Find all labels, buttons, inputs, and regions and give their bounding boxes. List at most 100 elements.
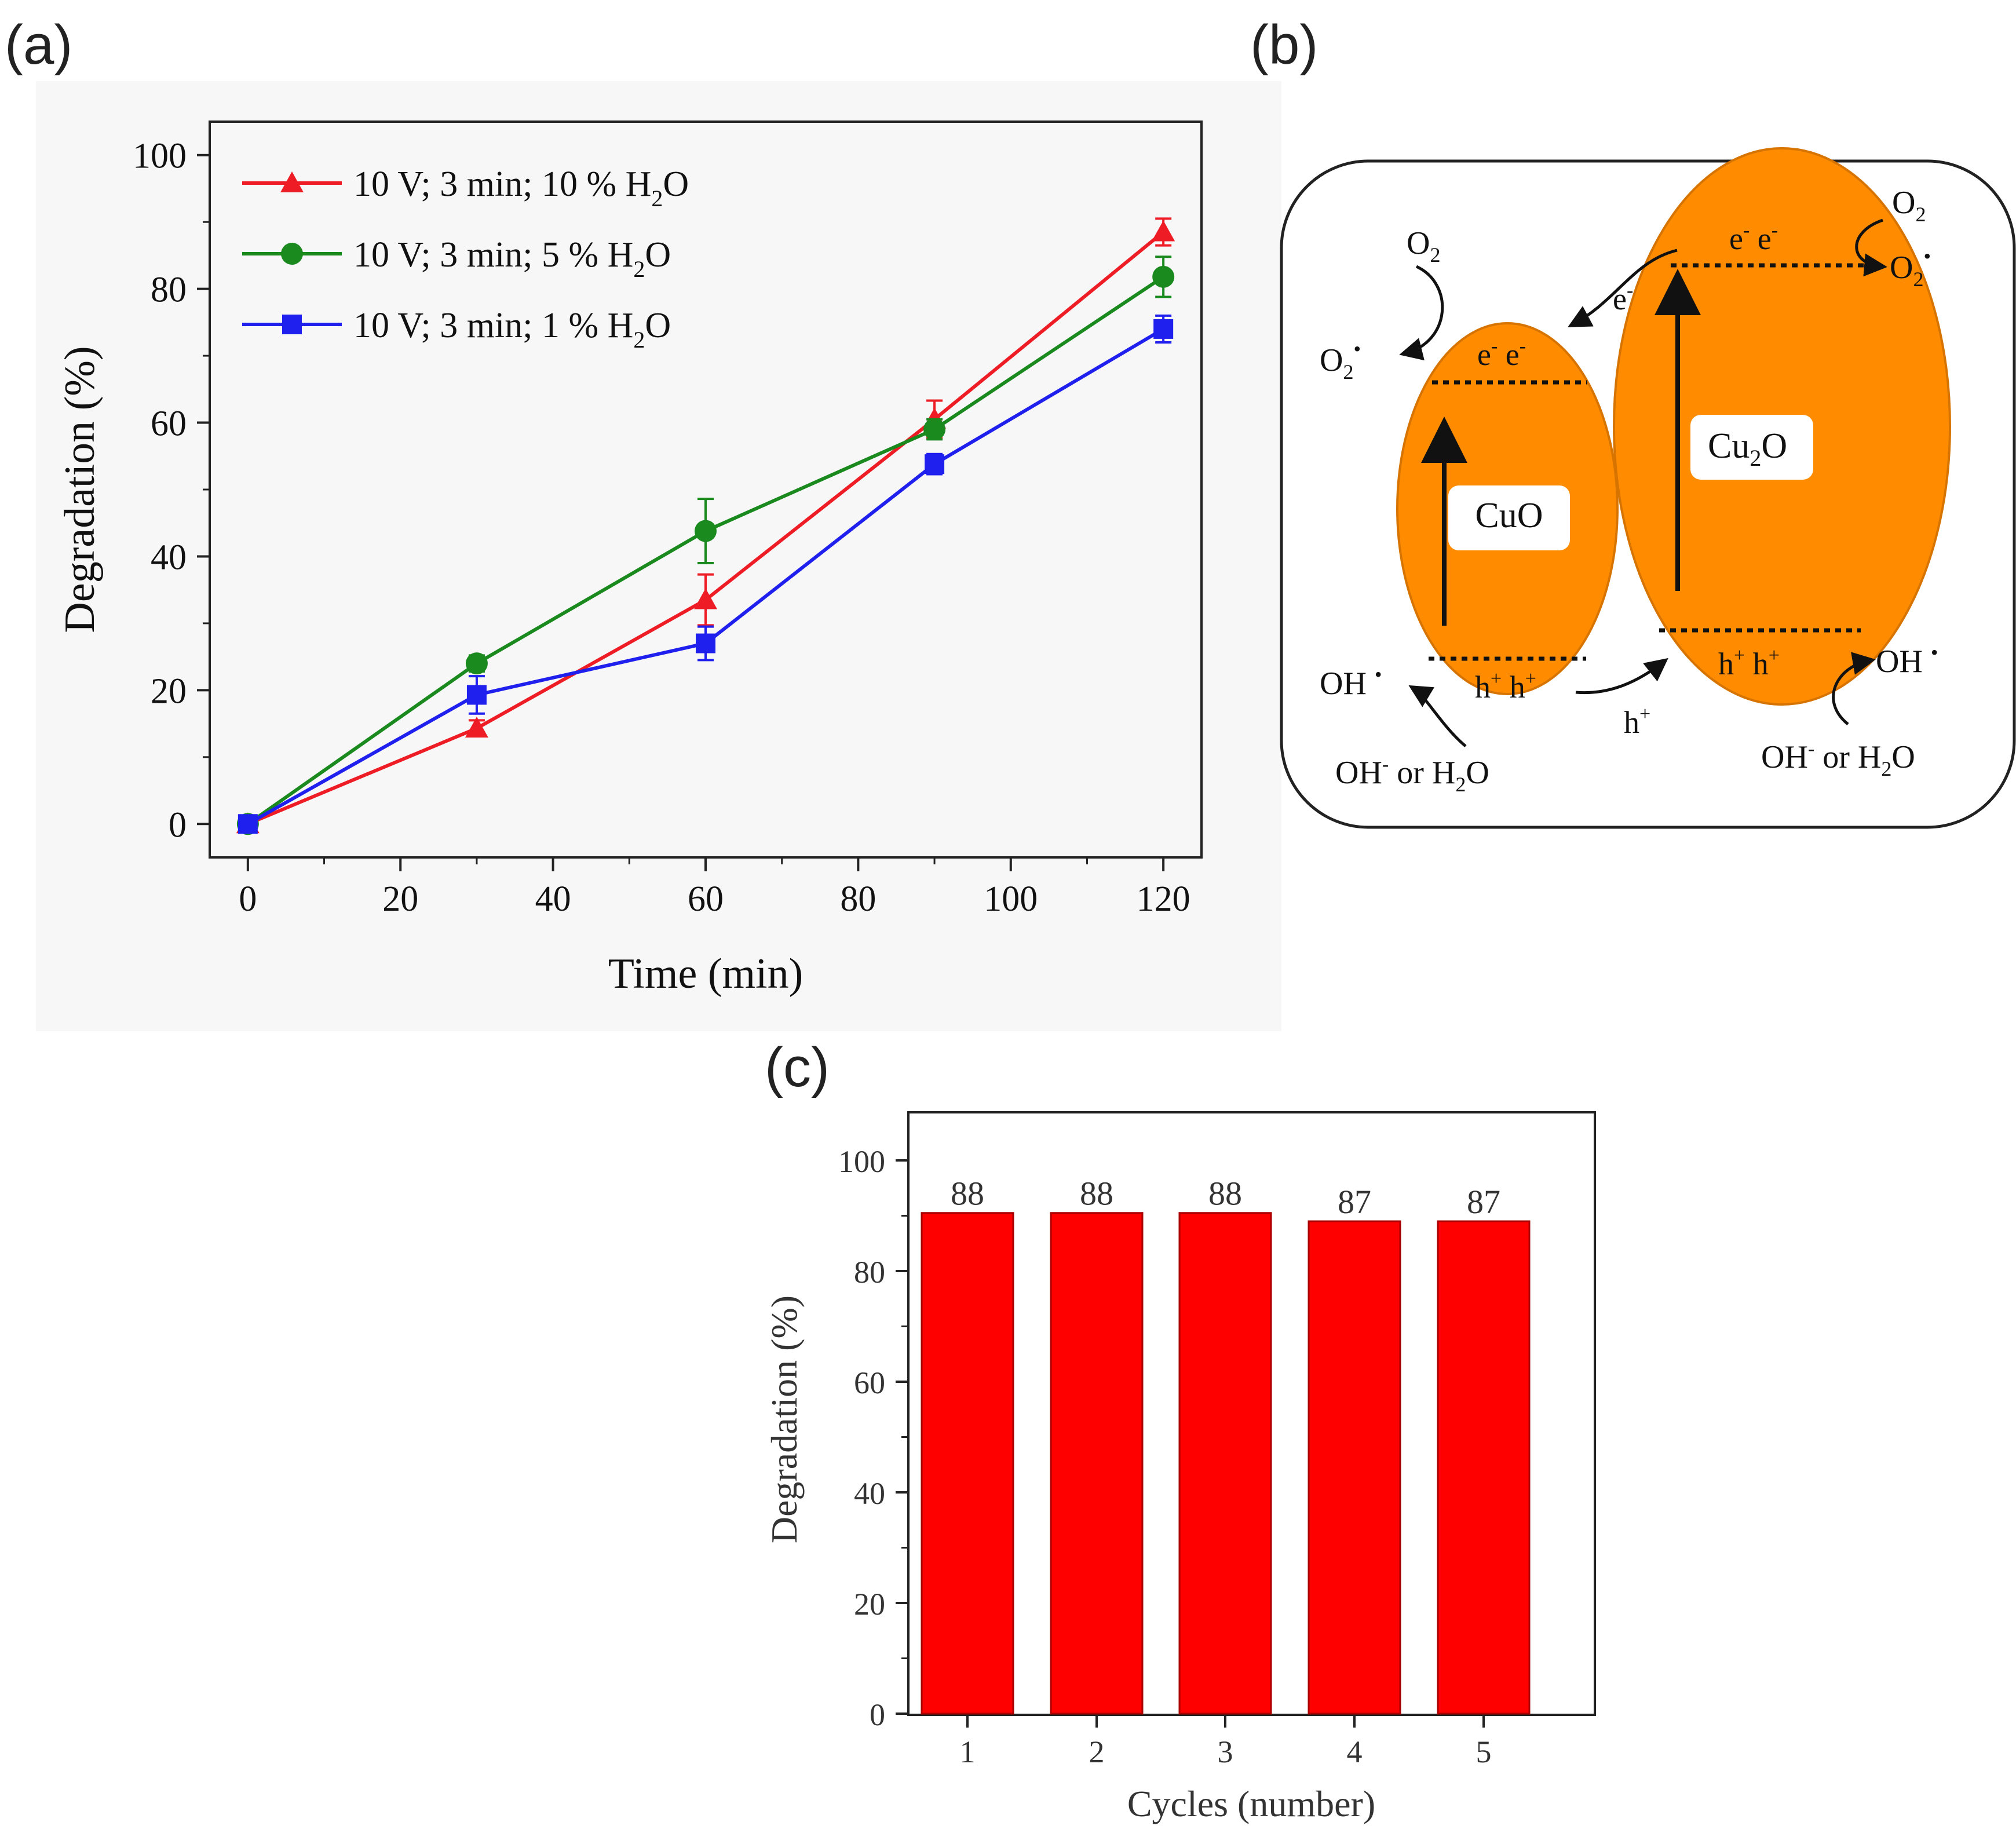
- bar-value-label: 88: [1208, 1175, 1242, 1213]
- y-tick-label: 80: [151, 271, 187, 310]
- bar-group: 87: [1308, 1183, 1401, 1715]
- y-tick-label: 80: [854, 1255, 885, 1290]
- cu2o-label-box: [1690, 415, 1813, 480]
- panel-c-y-axis-label: Degradation (%): [764, 1295, 805, 1543]
- bar-group: 88: [1050, 1175, 1144, 1715]
- y-tick-label: 40: [151, 538, 187, 577]
- electron-transfer-arrow: [1568, 249, 1678, 327]
- panel-label-a: (a): [5, 14, 72, 76]
- x-tick-label: 2: [1089, 1735, 1105, 1769]
- y-tick-label: 100: [133, 137, 187, 176]
- data-point-square: [466, 685, 487, 705]
- cuo-label-box: [1448, 485, 1570, 550]
- data-point-circle: [465, 652, 488, 675]
- y-tick-label: 0: [169, 805, 187, 845]
- panel-c-plot-frame: [907, 1111, 1596, 1716]
- data-point-triangle: [1152, 220, 1175, 242]
- legend-entry: 10 V; 3 min; 5 % H2O: [242, 235, 671, 282]
- data-point-circle: [1152, 265, 1175, 288]
- bar: [1308, 1220, 1401, 1715]
- oxidation-arrow-left: [1408, 685, 1467, 747]
- x-tick-label: 60: [688, 879, 724, 919]
- legend-label: 10 V; 3 min; 5 % H2O: [353, 235, 671, 282]
- x-tick-label: 100: [984, 879, 1038, 919]
- bar-value-label: 87: [1338, 1183, 1371, 1221]
- x-tick-label: 4: [1347, 1735, 1363, 1769]
- oh-or-h2o-right: OH- or H2O: [1761, 738, 1915, 780]
- panel-c-y-ticks: 0 20 40 60 80 100: [838, 1144, 908, 1732]
- cuo-electrons: e- e-: [1477, 335, 1526, 372]
- hydroxyl-radical-left: OH •: [1320, 663, 1382, 702]
- legend-label: 10 V; 3 min; 1 % H2O: [353, 306, 671, 353]
- y-tick-label: 60: [854, 1365, 885, 1400]
- bar-value-label: 88: [951, 1175, 984, 1213]
- legend-entry: 10 V; 3 min; 10 % H2O: [242, 165, 689, 211]
- data-point-circle: [695, 520, 717, 542]
- y-tick-label: 60: [151, 404, 187, 444]
- cu2o-electrons: e- e-: [1729, 220, 1778, 256]
- panel-a-y-ticks: 0 20 40 60 80 100: [133, 137, 210, 845]
- panel-b-band-diagram: CuO Cu2O e- e- e- e- h+ h+ h+ h+ e- h+ O…: [1280, 147, 2016, 829]
- data-point-triangle: [280, 171, 304, 192]
- data-point-square: [1153, 319, 1174, 339]
- o2-left: O2: [1407, 225, 1440, 266]
- hole-transfer-label: h+: [1624, 703, 1650, 740]
- o2-reduction-arrow-right: [1855, 218, 1887, 277]
- oh-or-h2o-left: OH- or H2O: [1335, 754, 1489, 796]
- bar-group: 87: [1437, 1183, 1531, 1715]
- bar: [1437, 1220, 1531, 1715]
- y-tick-label: 20: [854, 1587, 885, 1622]
- panel-c-chart: 0 20 40 60 80 100 88 88 88 87 87 1 2 3 4 5 Cycles (nu…: [764, 1111, 1596, 1824]
- cuo-label: CuO: [1475, 496, 1543, 535]
- hydroxyl-radical-right: OH •: [1876, 641, 1938, 680]
- oxidation-arrow-right: [1832, 652, 1876, 725]
- superoxide-right: O2•: [1890, 244, 1931, 291]
- bar-group: 88: [1178, 1175, 1272, 1715]
- bar-group: 88: [921, 1175, 1014, 1715]
- data-point-square: [238, 814, 258, 834]
- series-triangle: [236, 217, 1175, 834]
- y-tick-label: 0: [870, 1697, 885, 1732]
- x-tick-label: 20: [382, 879, 418, 919]
- bar: [1050, 1212, 1144, 1715]
- x-tick-label: 3: [1218, 1735, 1233, 1769]
- data-point-square: [925, 454, 945, 474]
- series-square: [238, 314, 1174, 834]
- data-point-circle: [923, 418, 946, 441]
- data-point-square: [696, 633, 715, 653]
- legend-label: 10 V; 3 min; 10 % H2O: [353, 165, 689, 211]
- legend-entry: 10 V; 3 min; 1 % H2O: [242, 306, 671, 353]
- bar: [921, 1212, 1014, 1715]
- panel-a-chart: 0 20 40 60 80 100 0 20 40 60 80 100 120 10 V; 3 min…: [56, 121, 1203, 998]
- o2-reduction-arrow-left: [1399, 265, 1444, 361]
- panel-c-bars: 88 88 88 87 87: [921, 1175, 1531, 1715]
- x-tick-label: 0: [239, 879, 257, 919]
- x-tick-label: 120: [1137, 879, 1190, 919]
- hole-transfer-arrow: [1575, 658, 1668, 695]
- y-tick-label: 40: [854, 1476, 885, 1511]
- x-tick-label: 80: [840, 879, 876, 919]
- bar: [1178, 1212, 1272, 1715]
- panel-label-c: (c): [765, 1036, 830, 1098]
- o2-right: O2: [1892, 185, 1926, 226]
- panel-a-x-ticks: 0 20 40 60 80 100 120: [239, 857, 1190, 919]
- panel-a-x-axis-label: Time (min): [608, 950, 803, 998]
- panel-c-x-ticks: 1 2 3 4 5: [960, 1715, 1492, 1769]
- x-tick-label: 1: [960, 1735, 976, 1769]
- x-tick-label: 5: [1476, 1735, 1492, 1769]
- superoxide-left: O2•: [1320, 337, 1361, 384]
- x-tick-label: 40: [535, 879, 571, 919]
- data-point-circle: [281, 243, 303, 265]
- cu2o-label: Cu2O: [1708, 426, 1787, 471]
- y-tick-label: 100: [838, 1144, 885, 1179]
- panel-label-b: (b): [1250, 14, 1318, 76]
- bar-value-label: 88: [1080, 1175, 1113, 1213]
- cu2o-holes: h+ h+: [1718, 645, 1780, 681]
- cuo-holes: h+ h+: [1475, 668, 1536, 704]
- y-tick-label: 20: [151, 671, 187, 711]
- data-point-triangle: [694, 588, 717, 609]
- data-point-square: [282, 315, 302, 334]
- panel-a-legend: 10 V; 3 min; 10 % H2O 10 V; 3 min; 5 % H2…: [242, 165, 689, 353]
- bar-value-label: 87: [1467, 1183, 1500, 1221]
- panel-c-x-axis-label: Cycles (number): [1127, 1783, 1375, 1824]
